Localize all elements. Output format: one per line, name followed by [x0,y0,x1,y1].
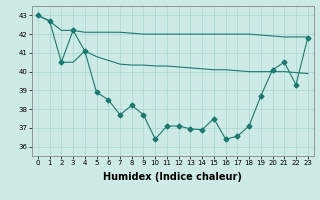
X-axis label: Humidex (Indice chaleur): Humidex (Indice chaleur) [103,172,242,182]
